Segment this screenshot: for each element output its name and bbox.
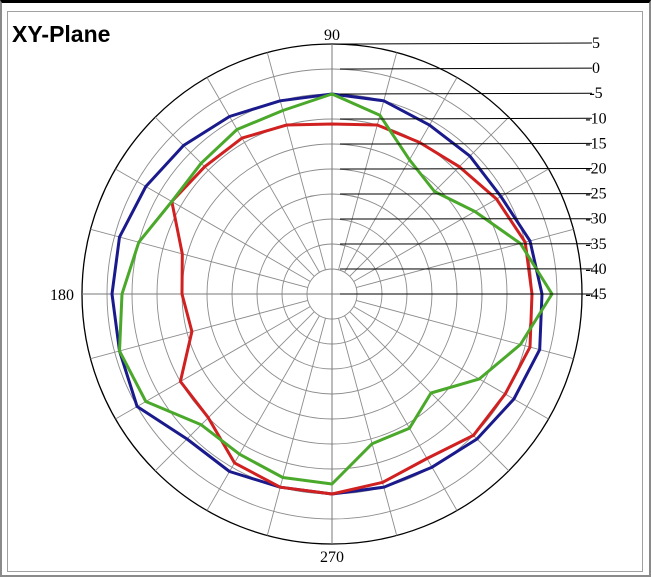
- radial-tick-label: 0: [592, 60, 600, 77]
- tick-labels: 5 0 -5 -10 -15 -20 -25 -30 -35 -40 -45 90 180 270: [50, 27, 607, 566]
- grid-spoke: [154, 116, 315, 277]
- grid-spoke: [266, 318, 326, 536]
- radial-tick-label: -40: [585, 261, 606, 278]
- radial-tick-label: -35: [585, 236, 606, 253]
- grid-spoke: [90, 228, 308, 288]
- grid-spoke: [266, 52, 326, 270]
- grid-spoke: [353, 306, 549, 420]
- grid-spoke: [353, 168, 549, 282]
- angle-label: 90: [324, 27, 340, 44]
- series-line: [110, 92, 544, 496]
- radial-tick-leader: [361, 168, 593, 170]
- radial-tick-label: -15: [585, 135, 606, 152]
- radial-tick-label: -5: [589, 85, 602, 102]
- angle-label: 270: [320, 549, 344, 566]
- grid-spoke: [349, 311, 510, 472]
- grid-spoke: [356, 228, 574, 288]
- series-line: [170, 122, 534, 496]
- radial-tick-label: -45: [585, 286, 606, 303]
- radial-tick-leader: [361, 117, 593, 120]
- grid-spoke: [115, 306, 311, 420]
- grid-spoke: [338, 52, 398, 270]
- radial-tick-label: -20: [585, 161, 606, 178]
- radial-tick-leader: [361, 42, 593, 45]
- radial-tick-leader: [361, 67, 593, 70]
- grid-spoke: [206, 77, 320, 273]
- grid-spoke: [154, 311, 315, 472]
- grid-spoke: [90, 300, 308, 360]
- angle-label: 180: [50, 287, 74, 304]
- chart-title: XY-Plane: [12, 21, 110, 47]
- grid-spoke: [206, 315, 320, 511]
- radial-tick-label: -25: [585, 186, 606, 203]
- series-layer: [110, 92, 554, 496]
- series-line: [118, 92, 554, 486]
- radial-tick-label: 5: [592, 35, 600, 52]
- grid-spoke: [356, 300, 574, 360]
- radial-tick-label: -10: [585, 110, 606, 127]
- grid-spoke: [338, 318, 398, 536]
- grid-spoke: [115, 168, 311, 282]
- grid-spoke: [344, 315, 458, 511]
- radial-tick-leader: [361, 92, 593, 95]
- grid-spoke: [349, 116, 510, 277]
- radial-tick-label: -30: [585, 211, 606, 228]
- radial-tick-leader: [361, 142, 593, 145]
- grid-spoke: [344, 77, 458, 273]
